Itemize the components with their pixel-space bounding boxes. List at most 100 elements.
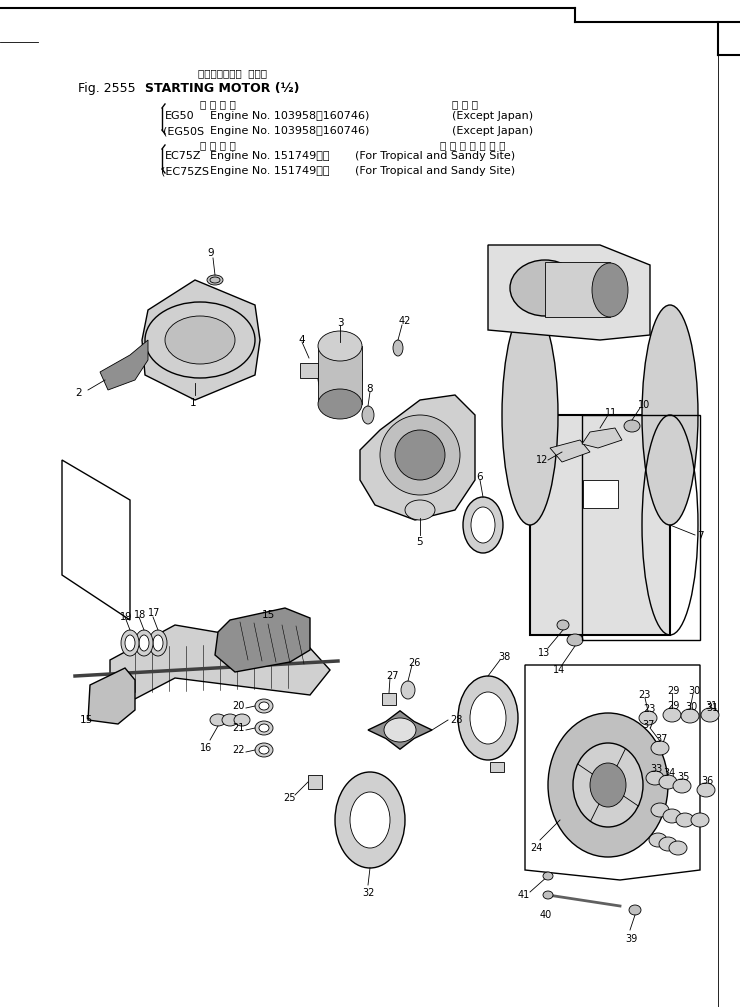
Ellipse shape [669, 841, 687, 855]
Ellipse shape [659, 775, 677, 789]
Polygon shape [582, 428, 622, 448]
Text: 13: 13 [538, 648, 551, 658]
Text: 1: 1 [190, 398, 197, 408]
Text: (EC75ZS: (EC75ZS [161, 166, 209, 176]
Text: 15: 15 [80, 715, 93, 725]
Ellipse shape [592, 263, 628, 317]
Ellipse shape [255, 699, 273, 713]
Text: 31: 31 [706, 703, 719, 713]
Ellipse shape [673, 779, 691, 793]
Text: 14: 14 [553, 665, 565, 675]
Ellipse shape [318, 389, 362, 419]
Ellipse shape [697, 783, 715, 797]
Polygon shape [215, 608, 310, 672]
Text: 23: 23 [643, 704, 656, 714]
Ellipse shape [393, 340, 403, 356]
Text: 36: 36 [701, 776, 713, 786]
Ellipse shape [350, 792, 390, 848]
Text: 38: 38 [498, 652, 511, 662]
Ellipse shape [471, 507, 495, 543]
Text: 12: 12 [536, 455, 548, 465]
Text: Engine No. 151749～）: Engine No. 151749～） [210, 166, 329, 176]
Polygon shape [488, 245, 650, 340]
Polygon shape [100, 340, 148, 390]
Text: 18: 18 [134, 610, 147, 620]
Bar [530, 415, 670, 635]
Ellipse shape [158, 312, 242, 368]
Bar [308, 775, 322, 789]
Ellipse shape [259, 702, 269, 710]
Text: 6: 6 [476, 472, 482, 482]
Text: 19: 19 [120, 612, 132, 622]
Text: 10: 10 [638, 400, 650, 410]
Ellipse shape [590, 763, 626, 807]
Text: 16: 16 [200, 743, 212, 753]
Text: 適 用 号 機: 適 用 号 機 [200, 99, 236, 109]
Ellipse shape [681, 709, 699, 723]
Ellipse shape [165, 316, 235, 364]
Ellipse shape [335, 772, 405, 868]
Ellipse shape [135, 630, 153, 656]
Ellipse shape [663, 708, 681, 722]
Ellipse shape [691, 813, 709, 827]
Text: 39: 39 [625, 934, 637, 944]
Ellipse shape [639, 711, 657, 725]
Ellipse shape [502, 305, 558, 525]
Ellipse shape [234, 714, 250, 726]
Text: 34: 34 [663, 768, 676, 778]
Text: Engine No. 103958～160746): Engine No. 103958～160746) [210, 126, 369, 136]
Bar [545, 262, 610, 317]
Ellipse shape [384, 718, 416, 742]
Text: 3: 3 [337, 318, 343, 328]
Text: STARTING MOTOR (½): STARTING MOTOR (½) [145, 82, 300, 95]
Text: 2: 2 [75, 388, 81, 398]
Ellipse shape [663, 809, 681, 823]
Ellipse shape [401, 681, 415, 699]
Text: 24: 24 [530, 843, 542, 853]
Ellipse shape [543, 872, 553, 880]
Text: 7: 7 [697, 531, 704, 541]
Ellipse shape [149, 630, 167, 656]
Ellipse shape [380, 415, 460, 495]
Text: (For Tropical and Sandy Site): (For Tropical and Sandy Site) [355, 151, 515, 161]
Text: 15: 15 [262, 610, 275, 620]
Ellipse shape [651, 803, 669, 817]
Polygon shape [88, 668, 135, 724]
Ellipse shape [395, 430, 445, 480]
Text: EC75Z: EC75Z [165, 151, 201, 161]
Ellipse shape [139, 635, 149, 651]
Ellipse shape [362, 406, 374, 424]
Polygon shape [110, 625, 330, 712]
Ellipse shape [701, 708, 719, 722]
Text: (Except Japan): (Except Japan) [452, 111, 533, 121]
Ellipse shape [255, 721, 273, 735]
Ellipse shape [624, 420, 640, 432]
Text: 28: 28 [450, 715, 462, 725]
Ellipse shape [548, 713, 668, 857]
Text: 11: 11 [605, 408, 617, 418]
Ellipse shape [259, 724, 269, 732]
Text: (EG50S: (EG50S [163, 126, 204, 136]
Text: 30: 30 [685, 702, 697, 712]
Text: 22: 22 [232, 745, 244, 755]
Ellipse shape [646, 771, 664, 785]
Text: (For Tropical and Sandy Site): (For Tropical and Sandy Site) [355, 166, 515, 176]
Ellipse shape [318, 331, 362, 361]
Ellipse shape [642, 305, 698, 525]
Ellipse shape [543, 891, 553, 899]
Ellipse shape [210, 714, 226, 726]
Ellipse shape [567, 634, 583, 646]
Text: 海 外 向: 海 外 向 [452, 99, 478, 109]
Text: Engine No. 103958～160746): Engine No. 103958～160746) [210, 111, 369, 121]
Ellipse shape [573, 743, 643, 827]
Text: 26: 26 [408, 658, 420, 668]
Text: 32: 32 [362, 888, 374, 898]
Bar [382, 693, 396, 705]
Text: 41: 41 [518, 890, 531, 900]
Bar [318, 346, 362, 404]
Ellipse shape [651, 741, 669, 755]
Text: 37: 37 [642, 720, 654, 730]
Polygon shape [368, 711, 432, 749]
Text: 29: 29 [667, 701, 679, 711]
Text: 31: 31 [705, 701, 717, 711]
